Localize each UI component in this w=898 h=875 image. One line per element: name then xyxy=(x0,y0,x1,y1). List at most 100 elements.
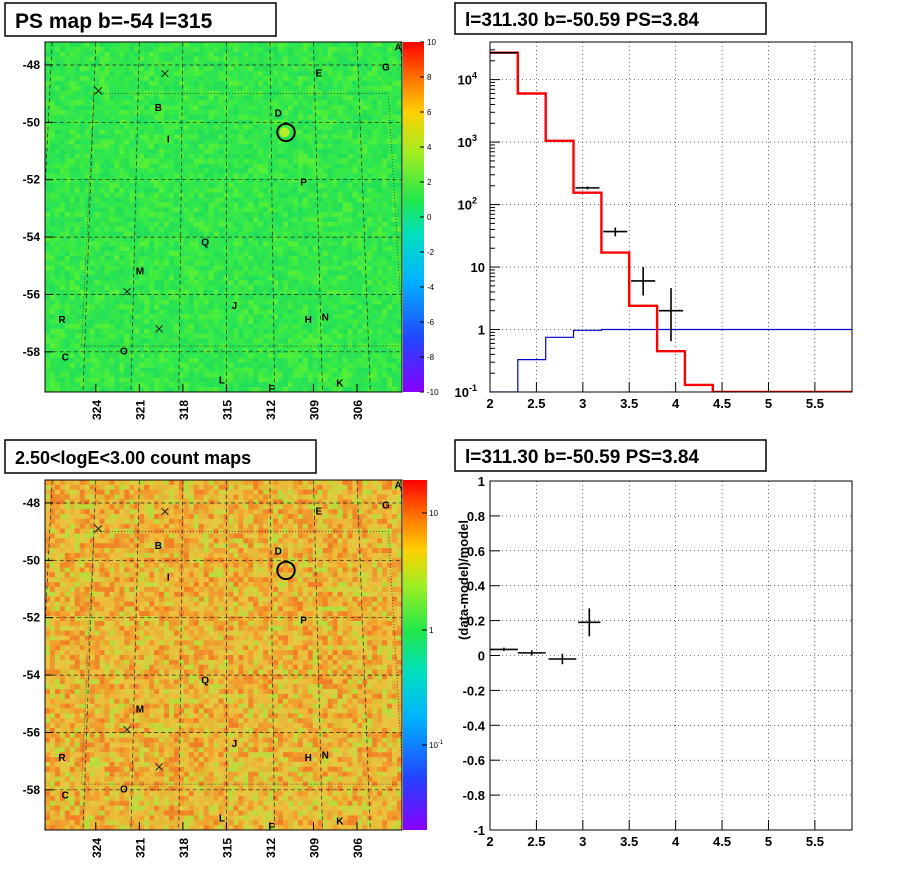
map-pixel xyxy=(109,251,116,257)
map-pixel xyxy=(377,124,383,131)
map-pixel xyxy=(297,299,304,306)
map-pixel xyxy=(342,299,349,306)
map-pixel xyxy=(317,241,324,247)
map-pixel xyxy=(312,66,319,72)
map-pixel xyxy=(89,158,96,165)
map-pixel xyxy=(49,71,56,77)
map-pixel xyxy=(99,61,106,67)
map-pixel xyxy=(317,387,324,392)
map-pixel xyxy=(322,270,329,276)
map-pixel xyxy=(74,144,81,150)
map-pixel xyxy=(337,328,344,335)
map-pixel xyxy=(69,328,76,335)
map-pixel xyxy=(213,71,220,77)
map-pixel xyxy=(322,100,329,106)
map-pixel xyxy=(159,212,165,218)
map-pixel xyxy=(337,323,344,330)
map-pixel xyxy=(114,187,120,194)
map-pixel xyxy=(164,314,170,320)
map-pixel xyxy=(382,80,388,87)
map-pixel xyxy=(248,144,254,150)
map-pixel xyxy=(268,387,274,392)
map-pixel xyxy=(268,61,274,67)
ps-map-heatmap[interactable] xyxy=(45,42,403,393)
map-pixel xyxy=(367,61,373,67)
map-pixel xyxy=(84,304,91,310)
map-pixel xyxy=(119,270,125,276)
map-pixel xyxy=(49,289,56,296)
map-pixel xyxy=(347,309,354,315)
map-pixel xyxy=(139,241,145,247)
map-pixel xyxy=(114,90,120,97)
map-pixel xyxy=(139,387,145,392)
map-pixel xyxy=(372,66,378,72)
map-pixel xyxy=(139,148,145,155)
map-pixel xyxy=(322,173,329,179)
map-pixel xyxy=(159,294,165,301)
map-pixel xyxy=(79,387,86,392)
map-pixel xyxy=(208,139,215,145)
map-pixel xyxy=(164,46,170,53)
map-pixel xyxy=(377,71,383,77)
map-pixel xyxy=(223,241,230,247)
map-pixel xyxy=(322,367,329,374)
map-pixel xyxy=(203,387,210,392)
map-pixel xyxy=(149,124,155,131)
map-pixel xyxy=(208,202,215,208)
map-pixel xyxy=(283,212,289,218)
map-pixel xyxy=(292,353,299,359)
map-pixel xyxy=(139,299,145,306)
map-pixel xyxy=(362,372,368,379)
map-pixel xyxy=(243,148,249,155)
map-pixel xyxy=(362,197,368,204)
map-pixel xyxy=(114,299,120,306)
map-pixel xyxy=(164,56,170,63)
map-pixel xyxy=(372,251,378,257)
map-pixel xyxy=(149,85,155,92)
map-pixel xyxy=(327,139,334,145)
map-pixel xyxy=(362,255,368,262)
map-pixel xyxy=(198,304,205,310)
map-pixel xyxy=(302,163,309,169)
map-pixel xyxy=(287,71,294,77)
map-pixel xyxy=(164,148,170,155)
map-pixel xyxy=(104,105,111,111)
map-pixel xyxy=(69,362,76,369)
map-pixel xyxy=(79,212,86,218)
map-pixel xyxy=(258,153,264,160)
map-pixel xyxy=(198,270,205,276)
map-pixel xyxy=(193,95,200,101)
map-pixel xyxy=(278,367,284,374)
map-pixel xyxy=(203,265,210,272)
map-pixel xyxy=(69,372,76,379)
map-pixel xyxy=(89,148,96,155)
map-pixel xyxy=(193,367,200,374)
map-pixel xyxy=(164,105,170,111)
map-pixel xyxy=(183,328,190,335)
map-pixel xyxy=(188,144,195,150)
map-pixel xyxy=(248,100,254,106)
map-pixel xyxy=(317,182,324,189)
map-pixel xyxy=(134,275,140,281)
map-pixel xyxy=(183,178,190,184)
map-pixel xyxy=(322,119,329,126)
map-pixel xyxy=(372,148,378,155)
map-pixel xyxy=(99,95,106,101)
map-pixel xyxy=(243,139,249,145)
map-pixel xyxy=(327,255,334,262)
map-pixel xyxy=(377,221,383,228)
map-pixel xyxy=(208,61,215,67)
map-pixel xyxy=(54,192,61,199)
map-pixel xyxy=(357,110,363,116)
map-pixel xyxy=(263,226,269,233)
map-pixel xyxy=(79,314,86,320)
map-pixel xyxy=(337,260,344,267)
map-pixel xyxy=(173,319,180,325)
map-pixel xyxy=(114,212,120,218)
map-pixel xyxy=(243,338,249,344)
map-pixel xyxy=(322,144,329,150)
map-pixel xyxy=(124,42,130,48)
map-pixel xyxy=(178,328,185,335)
map-pixel xyxy=(317,56,324,63)
map-pixel xyxy=(357,314,363,320)
